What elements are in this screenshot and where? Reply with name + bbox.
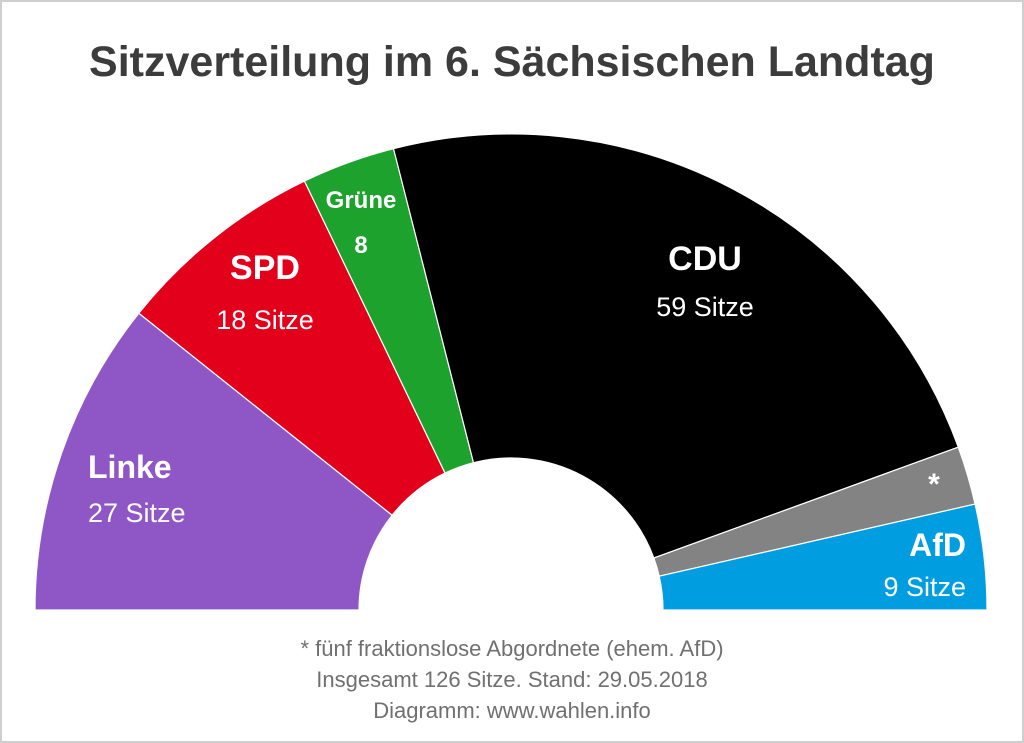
slice-cdu	[392, 133, 960, 559]
slice-linke	[34, 312, 394, 611]
slice-value-label: 9 Sitze	[883, 572, 966, 602]
slice-value-label: 8	[354, 232, 367, 259]
slice-name-label: AfD	[909, 527, 966, 563]
slice-name-label: Linke	[88, 449, 172, 485]
footnote-fraktionslos: * fünf fraktionslose Abgordnete (ehem. A…	[300, 636, 724, 661]
footnote-source: Diagramm: www.wahlen.info	[373, 698, 651, 723]
slice-afd	[658, 503, 988, 611]
footnote-total: Insgesamt 126 Sitze. Stand: 29.05.2018	[316, 667, 708, 692]
slice-name-label: SPD	[230, 249, 300, 287]
slice-spd	[138, 180, 446, 517]
chart-title: Sitzverteilung im 6. Sächsischen Landtag	[89, 38, 935, 86]
slice-name-label: Grüne	[326, 187, 397, 214]
slice-value-label: 27 Sitze	[88, 498, 186, 528]
slice-value-label: 59 Sitze	[656, 292, 754, 322]
slice-name-label: CDU	[668, 240, 742, 278]
slice-name-label: *	[928, 468, 940, 501]
slice-value-label: 18 Sitze	[216, 305, 314, 335]
